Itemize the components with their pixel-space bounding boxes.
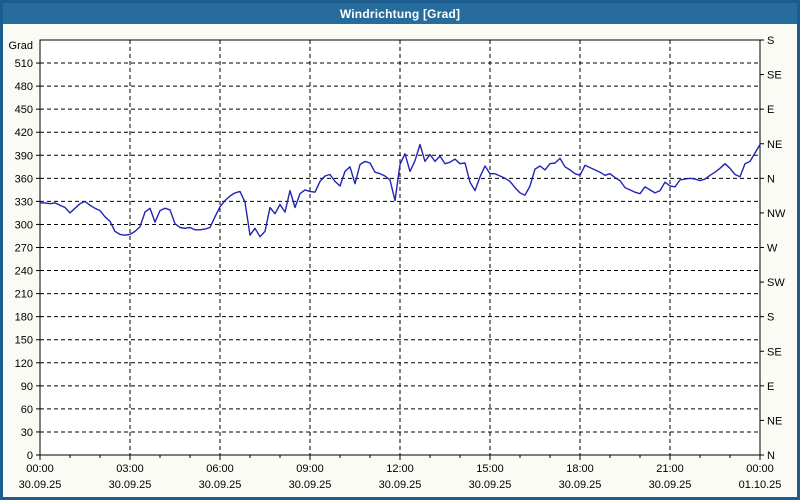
right-axis-compass-label: S [767, 35, 774, 47]
x-axis-time-label: 00:00 [746, 463, 774, 475]
x-axis-time-label: 21:00 [656, 463, 684, 475]
y-axis-unit-label: Grad [9, 40, 33, 52]
y-axis-tick-label: 150 [15, 335, 33, 347]
y-axis-tick-label: 510 [15, 58, 33, 70]
right-axis-compass-label: NW [767, 208, 786, 220]
x-axis-date-label: 30.09.25 [559, 479, 602, 491]
x-axis-time-label: 00:00 [26, 463, 54, 475]
y-axis-tick-label: 0 [27, 450, 33, 462]
x-axis-time-label: 15:00 [476, 463, 504, 475]
right-axis-compass-label: E [767, 381, 774, 393]
y-axis-tick-label: 240 [15, 266, 33, 278]
right-axis-compass-label: W [767, 243, 778, 255]
x-axis-time-label: 03:00 [116, 463, 144, 475]
wind-direction-series-line [39, 143, 761, 238]
y-axis-tick-label: 360 [15, 173, 33, 185]
x-axis-date-label: 30.09.25 [199, 479, 242, 491]
x-axis-date-label: 30.09.25 [649, 479, 692, 491]
x-axis-time-label: 06:00 [206, 463, 234, 475]
y-axis-tick-label: 420 [15, 127, 33, 139]
chart-area: 0 30 60 90 120 150 180 210 240 270 300 330 360 390 420… [3, 3, 797, 497]
title-bar: Windrichtung [Grad] [3, 3, 797, 24]
right-axis-compass-label: SW [767, 277, 785, 289]
right-axis-compass-label: S [767, 312, 774, 324]
y-axis-tick-label: 60 [21, 404, 33, 416]
y-axis-tick-label: 180 [15, 312, 33, 324]
x-axis-date-label: 30.09.25 [19, 479, 62, 491]
y-axis-tick-label: 480 [15, 81, 33, 93]
right-axis-compass-label: SE [767, 346, 782, 358]
y-axis-tick-label: 90 [21, 381, 33, 393]
x-axis-time-label: 18:00 [566, 463, 594, 475]
y-axis-tick-label: 270 [15, 243, 33, 255]
x-axis-time-label: 09:00 [296, 463, 324, 475]
x-axis-date-label: 01.10.25 [739, 479, 782, 491]
right-axis-compass-label: NE [767, 415, 782, 427]
y-axis-tick-label: 210 [15, 289, 33, 301]
chart-title: Windrichtung [Grad] [339, 6, 461, 21]
y-axis-tick-label: 120 [15, 358, 33, 370]
x-axis-date-label: 30.09.25 [469, 479, 512, 491]
y-axis-tick-label: 390 [15, 150, 33, 162]
right-axis-compass-label: SE [767, 70, 782, 82]
y-axis-tick-label: 330 [15, 196, 33, 208]
x-axis-date-label: 30.09.25 [379, 479, 422, 491]
right-axis-compass-label: NE [767, 139, 782, 151]
x-axis-time-label: 12:00 [386, 463, 414, 475]
y-axis-tick-label: 30 [21, 427, 33, 439]
y-axis-tick-label: 450 [15, 104, 33, 116]
y-axis-tick-label: 300 [15, 219, 33, 231]
x-axis-date-label: 30.09.25 [289, 479, 332, 491]
x-axis-date-label: 30.09.25 [109, 479, 152, 491]
right-axis-compass-label: E [767, 104, 774, 116]
right-axis-compass-label: N [767, 173, 775, 185]
right-axis-compass-label: N [767, 450, 775, 462]
wind-direction-chart: 0 30 60 90 120 150 180 210 240 270 300 330 360 390 420… [9, 35, 786, 491]
